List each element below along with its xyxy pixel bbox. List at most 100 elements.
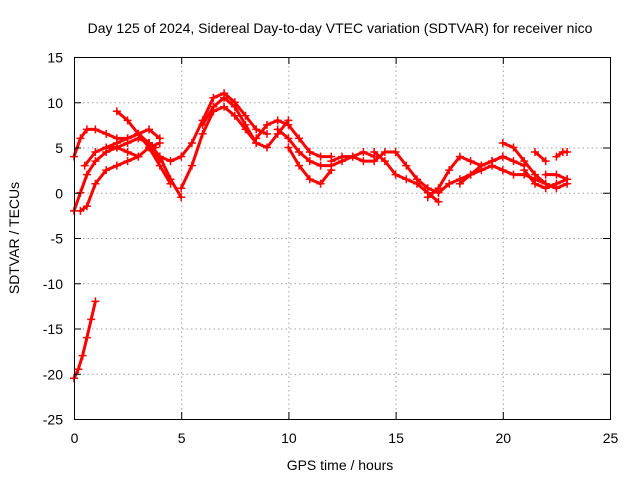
data-point	[520, 157, 529, 166]
data-point	[209, 93, 218, 102]
data-point	[552, 170, 561, 179]
data-point	[488, 157, 497, 166]
series-satellite-track-6	[80, 143, 143, 170]
x-tick-label: 5	[178, 430, 186, 446]
series-satellite-track-24	[541, 170, 572, 184]
data-point	[413, 179, 421, 188]
data-point	[263, 120, 271, 129]
data-point	[123, 116, 132, 125]
series-satellite-track-21	[520, 166, 572, 193]
y-axis-label: SDTVAR / TECUs	[6, 182, 22, 294]
data-point	[552, 179, 561, 188]
data-point	[552, 152, 561, 161]
data-point	[80, 161, 89, 170]
y-tick-label: 5	[55, 140, 63, 156]
data-point	[134, 152, 143, 161]
data-point	[466, 157, 475, 166]
series-line	[72, 299, 97, 380]
data-point	[370, 148, 379, 156]
series-satellite-track-12	[252, 116, 336, 161]
data-point	[252, 134, 261, 143]
data-point	[434, 197, 443, 206]
data-point	[78, 351, 87, 360]
data-point	[541, 170, 550, 179]
data-point	[327, 157, 336, 166]
plot-frame	[74, 57, 611, 420]
data-point	[509, 143, 518, 152]
data-point	[123, 134, 132, 143]
data-point	[509, 170, 518, 179]
data-point	[359, 157, 368, 166]
data-point	[145, 125, 153, 134]
data-point	[477, 161, 486, 170]
data-point	[82, 170, 91, 179]
data-point	[305, 175, 314, 184]
data-point	[76, 134, 85, 143]
series-satellite-track-17	[423, 152, 529, 202]
data-point	[102, 129, 111, 138]
data-point	[305, 148, 314, 156]
series-satellite-track-14	[284, 143, 336, 188]
series-satellite-track-23	[552, 148, 572, 161]
data-point	[91, 125, 100, 134]
series-line	[179, 105, 258, 190]
data-point	[198, 120, 207, 129]
y-tick-label: -20	[43, 366, 63, 382]
series-line	[533, 150, 548, 163]
data-point	[230, 111, 239, 120]
y-tick-label: -15	[43, 321, 63, 337]
data-point	[563, 148, 572, 156]
data-point	[102, 143, 111, 152]
data-point	[498, 166, 507, 175]
data-point	[498, 139, 507, 147]
y-tick-label: 10	[47, 95, 63, 111]
data-point	[112, 161, 121, 170]
series-satellite-track-16	[370, 148, 443, 206]
data-point	[402, 175, 411, 184]
data-point	[380, 148, 389, 156]
data-point	[166, 175, 175, 184]
data-point	[284, 134, 293, 143]
data-point	[402, 161, 411, 170]
data-point	[177, 184, 186, 193]
data-point	[123, 148, 132, 156]
series-line	[83, 146, 140, 168]
x-tick-label: 20	[496, 430, 512, 446]
data-point	[102, 166, 111, 175]
data-point	[91, 179, 100, 188]
data-point	[338, 152, 346, 161]
x-axis-label: GPS time / hours	[287, 457, 394, 473]
series-satellite-track-1	[70, 297, 100, 383]
data-point	[145, 139, 153, 147]
data-point	[316, 152, 325, 161]
data-point	[198, 129, 207, 138]
data-point	[455, 152, 464, 161]
data-point	[466, 170, 475, 179]
x-tick-label: 0	[71, 430, 79, 446]
x-tick-label: 15	[388, 430, 404, 446]
series-line	[72, 127, 162, 159]
data-point	[155, 139, 164, 147]
y-tick-label: 0	[55, 185, 63, 201]
data-point	[273, 125, 282, 134]
axis-ticks: 0 5 10 15 20 25 -25 -20 -15 -10 -5 0 5 10 15	[43, 50, 619, 447]
data-point	[391, 170, 400, 179]
data-point	[531, 179, 539, 188]
data-point	[263, 129, 271, 138]
data-point	[187, 139, 196, 147]
series-line	[147, 141, 183, 199]
data-point	[155, 152, 164, 161]
series-line	[426, 155, 526, 199]
data-point	[123, 157, 132, 166]
data-point	[541, 184, 550, 193]
series-satellite-track-20	[498, 139, 572, 193]
data-point	[273, 116, 282, 125]
data-point	[370, 157, 379, 166]
data-point	[209, 102, 218, 111]
data-point	[295, 161, 304, 170]
data-point	[166, 157, 175, 166]
data-point	[187, 161, 196, 170]
data-point	[541, 157, 550, 166]
series-line	[115, 109, 172, 186]
